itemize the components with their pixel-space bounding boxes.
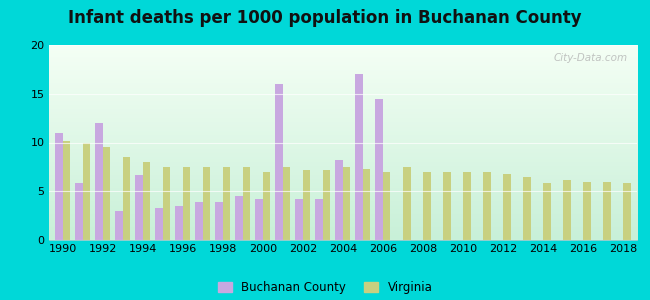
Text: Infant deaths per 1000 population in Buchanan County: Infant deaths per 1000 population in Buc… — [68, 9, 582, 27]
Bar — [303, 170, 311, 240]
Bar — [115, 211, 123, 240]
Bar — [83, 142, 90, 240]
Bar — [235, 196, 243, 240]
Bar — [403, 167, 411, 240]
Bar — [103, 147, 111, 240]
Bar — [343, 167, 350, 240]
Bar — [315, 199, 323, 240]
Bar — [162, 167, 170, 240]
Bar — [603, 182, 610, 240]
Bar — [443, 172, 450, 240]
Legend: Buchanan County, Virginia: Buchanan County, Virginia — [218, 281, 432, 294]
Bar — [275, 84, 283, 240]
Bar — [195, 202, 203, 240]
Bar — [75, 183, 83, 240]
Bar — [363, 169, 370, 240]
Bar — [255, 199, 263, 240]
Bar — [95, 123, 103, 240]
Bar — [483, 172, 491, 240]
Bar — [63, 140, 70, 240]
Bar — [123, 157, 131, 240]
Bar — [335, 160, 343, 240]
Bar — [375, 99, 383, 240]
Bar — [463, 172, 471, 240]
Bar — [243, 167, 250, 240]
Bar — [623, 183, 630, 240]
Bar — [183, 167, 190, 240]
Bar — [563, 179, 571, 240]
Bar — [583, 182, 591, 240]
Bar — [323, 170, 330, 240]
Bar — [223, 167, 231, 240]
Bar — [55, 133, 63, 240]
Bar — [135, 175, 143, 240]
Bar — [356, 74, 363, 240]
Bar — [503, 174, 510, 240]
Bar — [215, 202, 223, 240]
Bar — [423, 172, 430, 240]
Bar — [295, 199, 303, 240]
Bar — [383, 172, 391, 240]
Bar — [176, 206, 183, 240]
Text: City-Data.com: City-Data.com — [554, 53, 628, 63]
Bar — [143, 162, 150, 240]
Bar — [263, 172, 270, 240]
Bar — [543, 183, 551, 240]
Bar — [203, 167, 211, 240]
Bar — [155, 208, 162, 240]
Bar — [283, 167, 291, 240]
Bar — [523, 177, 530, 240]
